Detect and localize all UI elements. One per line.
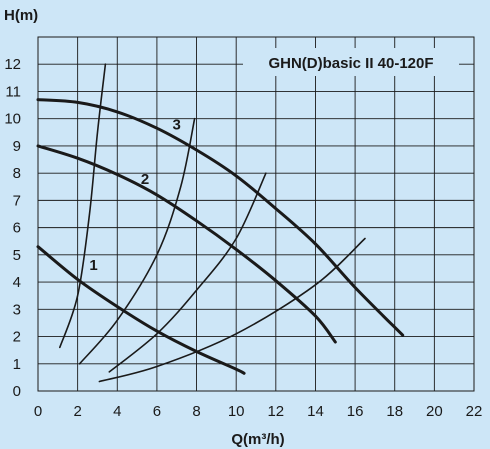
system-curve-4	[59, 63, 107, 349]
x-tick-label: 4	[113, 403, 121, 420]
pump-curve-2	[36, 144, 337, 344]
y-axis-label: H(m)	[4, 7, 38, 24]
y-tick-label: 4	[13, 274, 21, 291]
y-tick-label: 2	[13, 329, 21, 346]
x-tick-label: 6	[153, 403, 161, 420]
x-tick-label: 22	[466, 403, 483, 420]
y-tick-label: 9	[13, 138, 21, 155]
curve-label-3: 3	[173, 117, 181, 134]
y-tick-label: 6	[13, 220, 21, 237]
x-axis-label: Q(m³/h)	[231, 431, 284, 448]
system-curves	[59, 63, 366, 383]
x-tick-label: 20	[426, 403, 443, 420]
x-tick-label: 14	[307, 403, 324, 420]
chart-title: GHN(D)basic II 40-120F	[268, 55, 433, 72]
pump-curve-1	[36, 245, 246, 375]
y-tick-label: 12	[4, 56, 21, 73]
curve-label-1: 1	[89, 257, 97, 274]
x-tick-label: 2	[73, 403, 81, 420]
title-background	[243, 48, 459, 76]
system-curve-6	[108, 172, 267, 373]
curve-label-2: 2	[141, 171, 149, 188]
y-tick-label: 10	[4, 111, 21, 128]
y-tick-label: 7	[13, 192, 21, 209]
y-tick-label: 11	[5, 83, 21, 100]
y-tick-label: 5	[13, 247, 21, 264]
y-tick-label: 3	[13, 301, 21, 318]
x-tick-label: 16	[347, 403, 364, 420]
pump-curve-3	[36, 98, 405, 337]
x-tick-label: 10	[228, 403, 245, 420]
x-tick-label: 18	[386, 403, 403, 420]
system-curve-5	[78, 117, 196, 365]
x-tick-label: 0	[34, 403, 42, 420]
y-tick-label: 1	[13, 356, 21, 373]
y-tick-label: 0	[13, 383, 21, 400]
curve-labels: 1 2 3	[89, 117, 181, 274]
system-curve-7	[98, 237, 366, 383]
y-tick-label: 8	[13, 165, 21, 182]
plot-frame	[37, 36, 475, 392]
pump-curves	[36, 98, 405, 375]
x-tick-label: 8	[192, 403, 200, 420]
x-tick-label: 12	[267, 403, 284, 420]
x-axis-ticks: 0 2 4 6 8 10 12 14 16 18 20 22	[34, 403, 483, 420]
